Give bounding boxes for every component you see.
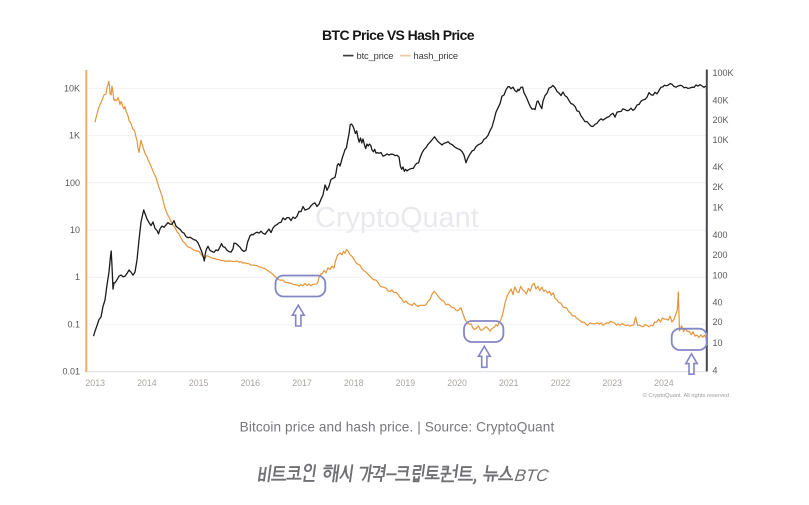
svg-text:2013: 2013 xyxy=(85,378,105,388)
svg-text:2015: 2015 xyxy=(189,378,209,388)
svg-text:2K: 2K xyxy=(713,182,724,192)
svg-text:100K: 100K xyxy=(713,68,734,78)
svg-text:1K: 1K xyxy=(69,131,80,141)
svg-text:1K: 1K xyxy=(713,202,724,212)
svg-text:BTC Price VS Hash Price: BTC Price VS Hash Price xyxy=(322,27,475,43)
svg-text:100: 100 xyxy=(65,178,80,188)
svg-text:2021: 2021 xyxy=(499,378,519,388)
svg-text:© CryptoQuant. All rights rese: © CryptoQuant. All rights reserved xyxy=(643,392,729,399)
svg-text:0.01: 0.01 xyxy=(62,367,80,377)
svg-text:100: 100 xyxy=(713,271,728,281)
svg-text:BTC: BTC xyxy=(513,466,550,485)
svg-text:2020: 2020 xyxy=(447,378,467,388)
svg-text:hash_price: hash_price xyxy=(414,51,458,61)
svg-text:4K: 4K xyxy=(713,162,724,172)
svg-text:2022: 2022 xyxy=(551,378,571,388)
svg-text:2023: 2023 xyxy=(602,378,622,388)
svg-text:CryptoQuant: CryptoQuant xyxy=(315,202,479,234)
svg-text:400: 400 xyxy=(713,230,728,240)
svg-text:20: 20 xyxy=(713,317,723,327)
svg-text:40: 40 xyxy=(713,298,723,308)
svg-text:10: 10 xyxy=(70,225,80,235)
svg-text:40K: 40K xyxy=(713,95,729,105)
svg-text:2018: 2018 xyxy=(344,378,364,388)
svg-text:0.1: 0.1 xyxy=(67,319,80,329)
svg-text:10K: 10K xyxy=(713,135,729,145)
svg-text:2017: 2017 xyxy=(292,378,312,388)
svg-text:10: 10 xyxy=(713,338,723,348)
svg-text:20K: 20K xyxy=(713,115,729,125)
svg-text:200: 200 xyxy=(713,250,728,260)
svg-text:10K: 10K xyxy=(64,83,80,93)
svg-text:Bitcoin price and hash price.: Bitcoin price and hash price. | Source: … xyxy=(240,420,555,435)
svg-text:btc_price: btc_price xyxy=(357,51,394,61)
svg-text:2016: 2016 xyxy=(241,378,261,388)
svg-text:4: 4 xyxy=(713,366,718,376)
svg-text:2019: 2019 xyxy=(396,378,416,388)
svg-text:1: 1 xyxy=(75,272,80,282)
svg-text:2014: 2014 xyxy=(137,378,157,388)
svg-text:2024: 2024 xyxy=(654,378,674,388)
